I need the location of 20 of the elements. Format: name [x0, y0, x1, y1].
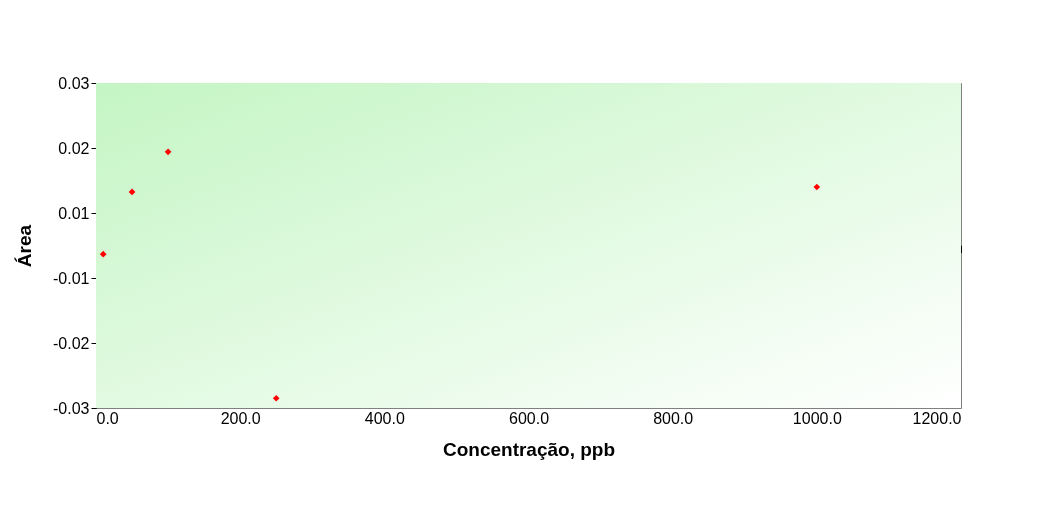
point	[813, 183, 821, 191]
x-tick-label: 400.0	[364, 409, 405, 427]
point	[99, 250, 107, 258]
y-tick-label: -0.03	[53, 399, 90, 417]
x-axis-title: Concentração, ppb	[442, 438, 616, 460]
x-tick-label: 0.0	[96, 409, 119, 427]
x-tick-label: 1000.0	[792, 409, 842, 427]
point	[164, 148, 172, 156]
y-tick-label: -0.02	[53, 334, 90, 352]
y-tick-label: 0.03	[58, 74, 90, 92]
point	[128, 188, 136, 196]
point	[272, 394, 280, 402]
y-tick-label: 0.02	[58, 139, 90, 157]
x-tick-label: 200.0	[220, 409, 261, 427]
x-tick-label: 600.0	[508, 409, 550, 427]
x-tick-label: 1200.0	[912, 409, 962, 427]
y-axis-title: Área	[14, 224, 36, 268]
y-tick-label: -0.01	[53, 269, 90, 287]
y-tick-label: 0.01	[58, 204, 90, 222]
x-tick-label: 800.0	[653, 409, 694, 427]
